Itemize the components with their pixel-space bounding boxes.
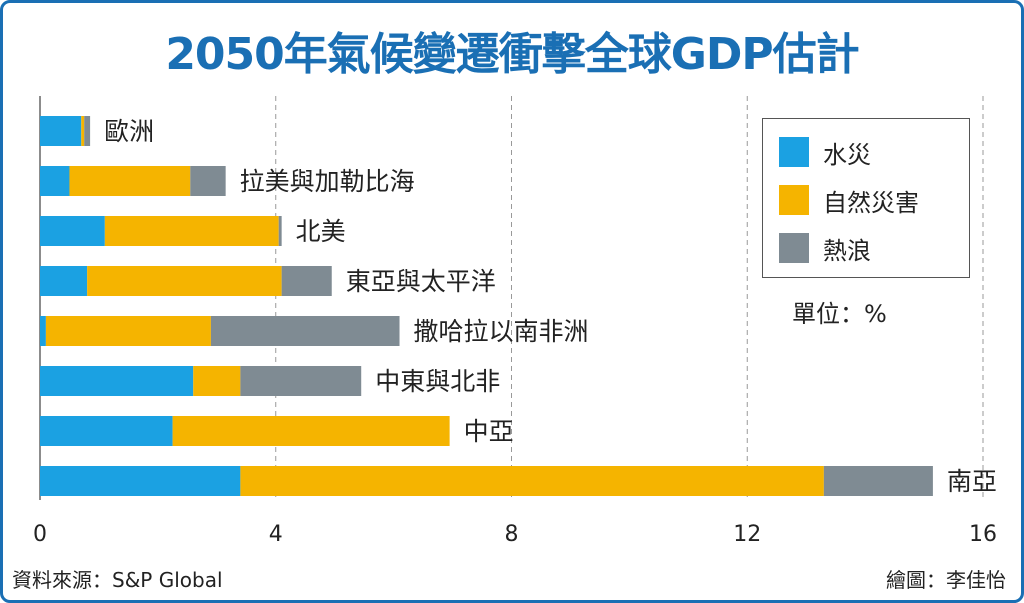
x-axis-ticks: 0 4 8 12 16 xyxy=(33,522,997,547)
category-label-7: 南亞 xyxy=(947,467,997,496)
bar-3-series-0 xyxy=(40,266,88,296)
bar-7-series-1 xyxy=(240,466,824,496)
bar-5-series-1 xyxy=(193,366,241,396)
bar-3-series-1 xyxy=(87,266,282,296)
legend-label-disaster: 自然災害 xyxy=(823,188,919,217)
category-label-5: 中東與北非 xyxy=(375,367,500,396)
source-note: 資料來源：S&P Global xyxy=(12,568,223,592)
unit-label: 單位：% xyxy=(792,300,887,328)
bar-1-series-2 xyxy=(190,166,226,196)
bar-0-series-1 xyxy=(81,116,85,146)
bar-2-series-2 xyxy=(278,216,282,246)
x-tick-0: 0 xyxy=(33,522,47,547)
legend-swatch-heatwave xyxy=(779,233,809,263)
category-label-2: 北美 xyxy=(296,217,346,246)
bar-4-series-1 xyxy=(45,316,211,346)
category-label-1: 拉美與加勒比海 xyxy=(240,167,415,196)
bar-1-series-0 xyxy=(40,166,70,196)
x-tick-4: 4 xyxy=(269,522,283,547)
category-label-0: 歐洲 xyxy=(104,117,154,146)
legend-item-heatwave: 熱浪 xyxy=(779,231,871,265)
bar-6-series-1 xyxy=(172,416,450,446)
bar-2-series-0 xyxy=(40,216,105,246)
legend-label-heatwave: 熱浪 xyxy=(823,236,871,265)
x-tick-16: 16 xyxy=(969,522,997,547)
category-label-6: 中亞 xyxy=(464,417,514,446)
bar-4-series-2 xyxy=(210,316,400,346)
bar-0-series-2 xyxy=(84,116,91,146)
bar-5-series-2 xyxy=(240,366,362,396)
credit-note: 繪圖：李佳怡 xyxy=(886,568,1006,592)
bars xyxy=(40,116,933,496)
legend-swatch-disaster xyxy=(779,185,809,215)
bar-7-series-0 xyxy=(40,466,241,496)
legend-swatch-flood xyxy=(779,137,809,167)
chart-title: 2050年氣候變遷衝擊全球GDP估計 xyxy=(165,29,859,80)
category-label-4: 撒哈拉以南非洲 xyxy=(414,317,589,346)
bar-6-series-0 xyxy=(40,416,173,446)
bar-4-series-0 xyxy=(40,316,46,346)
bar-2-series-1 xyxy=(104,216,279,246)
x-tick-8: 8 xyxy=(505,522,519,547)
bar-1-series-1 xyxy=(69,166,191,196)
category-label-3: 東亞與太平洋 xyxy=(346,267,496,296)
x-tick-12: 12 xyxy=(733,522,761,547)
bar-7-series-2 xyxy=(823,466,933,496)
legend-item-flood: 水災 xyxy=(779,135,871,169)
bar-3-series-2 xyxy=(281,266,332,296)
legend-label-flood: 水災 xyxy=(823,140,871,169)
legend: 水災 自然災害 熱浪 xyxy=(762,118,970,278)
bar-5-series-0 xyxy=(40,366,194,396)
legend-item-disaster: 自然災害 xyxy=(779,183,919,217)
bar-0-series-0 xyxy=(40,116,82,146)
